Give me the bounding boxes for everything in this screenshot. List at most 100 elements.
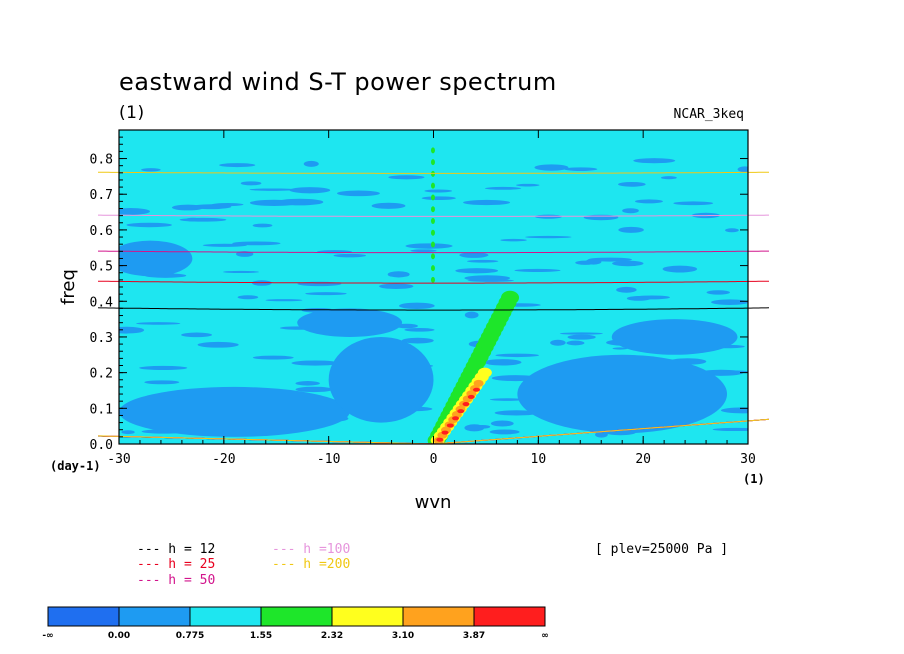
colorbar-box — [331, 606, 404, 627]
field-patch — [616, 286, 637, 293]
ridge-peak — [472, 387, 480, 392]
field-dot — [430, 229, 435, 236]
curve-h200 — [98, 171, 770, 444]
color-bar: -∞ 0.00 0.775 1.55 2.32 3.10 3.87 ∞ — [42, 606, 549, 641]
colorbar-label: 3.10 — [392, 631, 414, 641]
level-note: [ plev=25000 Pa ] — [595, 542, 728, 557]
y-tick-label: 0.6 — [90, 224, 113, 239]
field-patch — [566, 340, 585, 346]
field-patch — [424, 189, 453, 193]
field-patch — [459, 252, 489, 258]
field-patch — [119, 208, 150, 215]
kelvin-line — [433, 418, 770, 444]
y-tick-label: 0.4 — [90, 295, 114, 310]
field-region — [328, 336, 434, 423]
field-patch — [500, 238, 527, 242]
field-patch — [662, 265, 698, 273]
legend-entry: --- h = 50 — [137, 573, 215, 588]
field-patch — [387, 271, 410, 278]
chart-subtitle: (1) — [119, 103, 145, 123]
field-patch — [534, 164, 569, 171]
field-patch — [612, 347, 628, 350]
x-axis-title: wvn — [415, 492, 452, 513]
field-patch — [232, 241, 281, 246]
y-tick-label: 0.8 — [90, 153, 113, 168]
ridge-mid — [477, 367, 492, 378]
field-patch — [121, 430, 135, 435]
gravity-line — [98, 250, 769, 254]
field-patch — [618, 181, 646, 187]
field-patch — [404, 328, 435, 332]
field-patch — [660, 176, 677, 180]
gravity-line — [97, 307, 770, 311]
colorbar-box — [402, 606, 475, 627]
field-patch — [401, 337, 434, 344]
colorbar-label: 1.55 — [250, 631, 272, 641]
field-patch — [421, 196, 456, 200]
ridge-peak — [467, 394, 475, 399]
field-patch — [489, 429, 520, 435]
field-patch — [190, 204, 232, 210]
y-tick-label: 0.2 — [90, 367, 113, 382]
field-patch — [495, 353, 539, 358]
field-patch — [595, 431, 608, 438]
field-patch — [490, 420, 514, 427]
field-dot — [430, 206, 435, 213]
x-tick-label: -10 — [317, 452, 340, 467]
field-patch — [240, 181, 262, 186]
ridge-peak — [446, 423, 454, 428]
field-patch — [126, 222, 172, 228]
x-ticks: -30 -20 -10 0 10 20 30 — [107, 130, 756, 467]
field-patch — [712, 427, 748, 432]
field-dot — [430, 241, 435, 248]
field-patch — [567, 334, 596, 340]
field-patch — [464, 311, 479, 319]
field-patch — [119, 326, 145, 334]
gravity-line — [98, 280, 769, 284]
field-dot — [430, 194, 435, 201]
field-region — [297, 308, 403, 337]
field-patch — [463, 199, 511, 206]
y-tick-label: 0.5 — [90, 260, 113, 275]
colorbar-box — [47, 606, 120, 627]
field-patch — [673, 201, 714, 206]
field-patch — [398, 302, 435, 310]
field-patch — [371, 202, 406, 209]
field-patch — [197, 341, 239, 348]
field-patch — [583, 214, 619, 221]
colorbar-box — [473, 606, 546, 627]
field-dot — [430, 253, 435, 260]
colorbar-label: 2.32 — [321, 631, 343, 641]
x-tick-label: 30 — [740, 452, 756, 467]
field-patch — [336, 190, 380, 197]
field-patch — [139, 365, 188, 371]
x-tick-label: -20 — [212, 452, 235, 467]
field-patch — [516, 183, 540, 187]
field-dot — [430, 265, 435, 272]
field-region — [611, 319, 738, 355]
field-patch — [524, 235, 572, 239]
x-tick-label: 0 — [430, 452, 438, 467]
field-patch — [489, 398, 525, 401]
chart-title: eastward wind S-T power spectrum — [119, 68, 557, 96]
field-patch — [410, 249, 437, 253]
field-region — [119, 240, 193, 277]
dispersion-curves — [97, 171, 770, 444]
ridge-core — [473, 379, 484, 387]
field-patch — [223, 270, 259, 274]
field-patch — [237, 295, 259, 300]
y-tick-label: 0.1 — [90, 402, 113, 417]
field-patch — [333, 253, 367, 258]
field-patch — [252, 223, 273, 228]
field-patch — [484, 186, 522, 190]
field-patch — [622, 208, 639, 214]
power-field — [119, 130, 748, 444]
field-patch — [295, 381, 320, 386]
ridge-peak — [457, 409, 465, 414]
curve-legend: --- h = 12--- h = 25--- h = 50 --- h =100… — [137, 542, 350, 588]
field-patch — [305, 292, 347, 296]
field-patch — [136, 322, 181, 325]
field-patch — [483, 359, 522, 366]
colorbar-box — [118, 606, 191, 627]
